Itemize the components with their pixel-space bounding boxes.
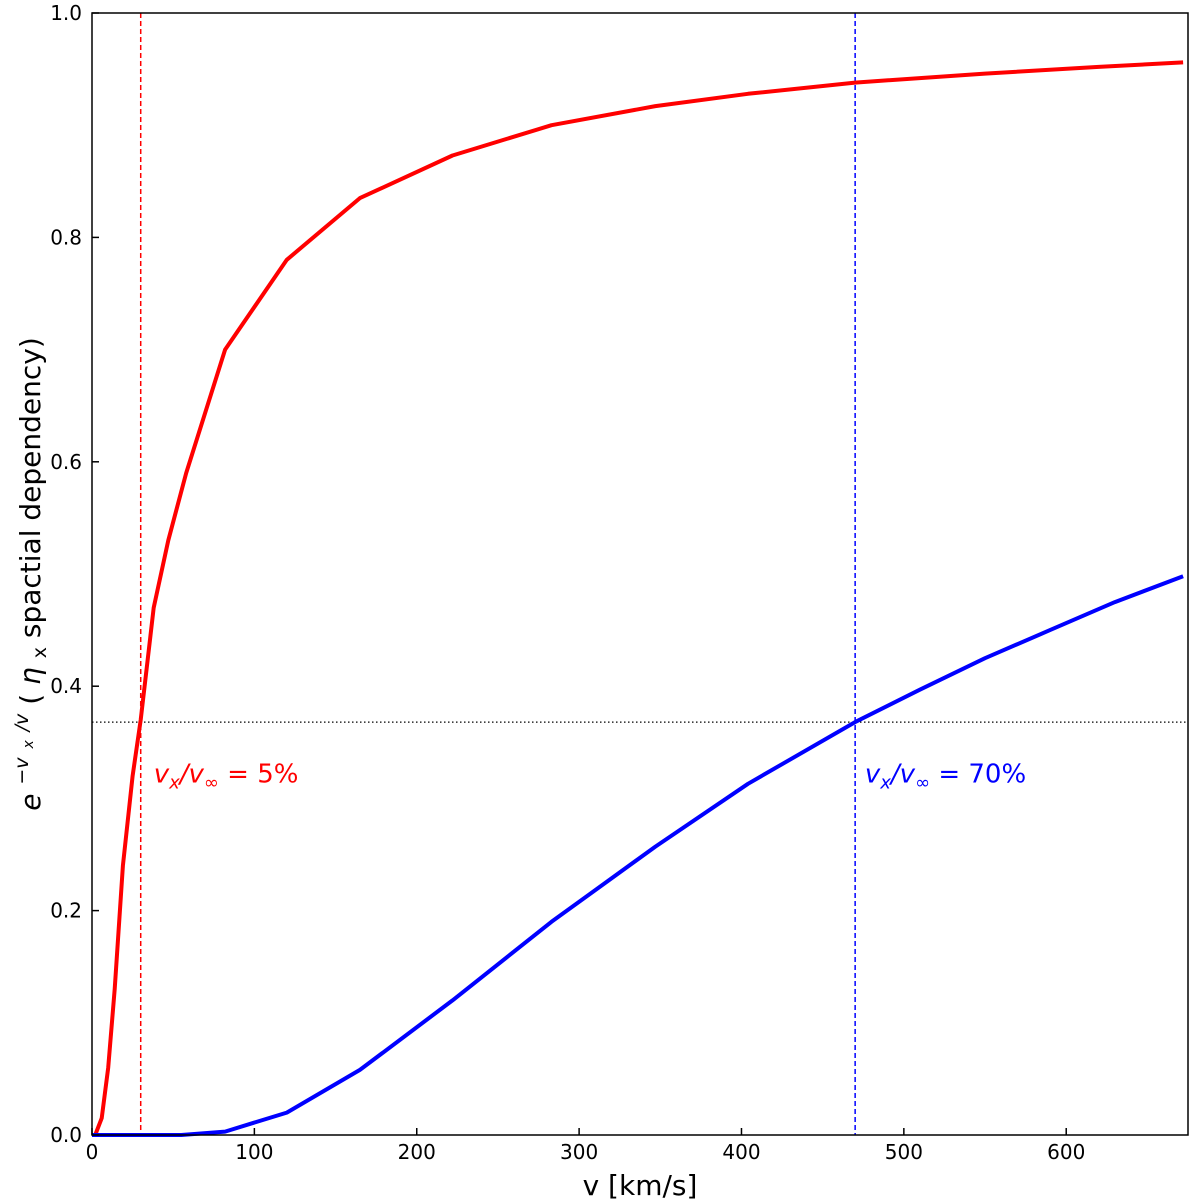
x-tick-label: 300 (560, 1140, 598, 1164)
x-tick-label: 0 (86, 1140, 99, 1164)
y-tick-label: 0.0 (50, 1123, 82, 1147)
x-tick-label: 100 (235, 1140, 273, 1164)
x-tick-label: 600 (1047, 1140, 1085, 1164)
series-line-0 (93, 60, 1184, 1136)
y-axis-label: e −v x /v ( η x spactial dependency) (2, 337, 53, 811)
x-tick-label: 500 (885, 1140, 923, 1164)
annotation-label-1: vx/v∞ = 70% (865, 760, 1026, 794)
annotation-label-0: vx/v∞ = 5% (154, 760, 299, 794)
y-tick-label: 1.0 (50, 1, 82, 25)
y-tick-label: 0.6 (50, 450, 82, 474)
y-tick-label: 0.8 (50, 225, 82, 249)
series-line-1 (92, 574, 1184, 1137)
y-tick-label: 0.4 (50, 674, 82, 698)
x-tick-label: 400 (722, 1140, 760, 1164)
x-tick-label: 200 (398, 1140, 436, 1164)
plot-frame (91, 12, 1189, 1136)
x-axis-label: v [km/s] (583, 1169, 698, 1202)
y-tick-label: 0.2 (50, 899, 82, 923)
